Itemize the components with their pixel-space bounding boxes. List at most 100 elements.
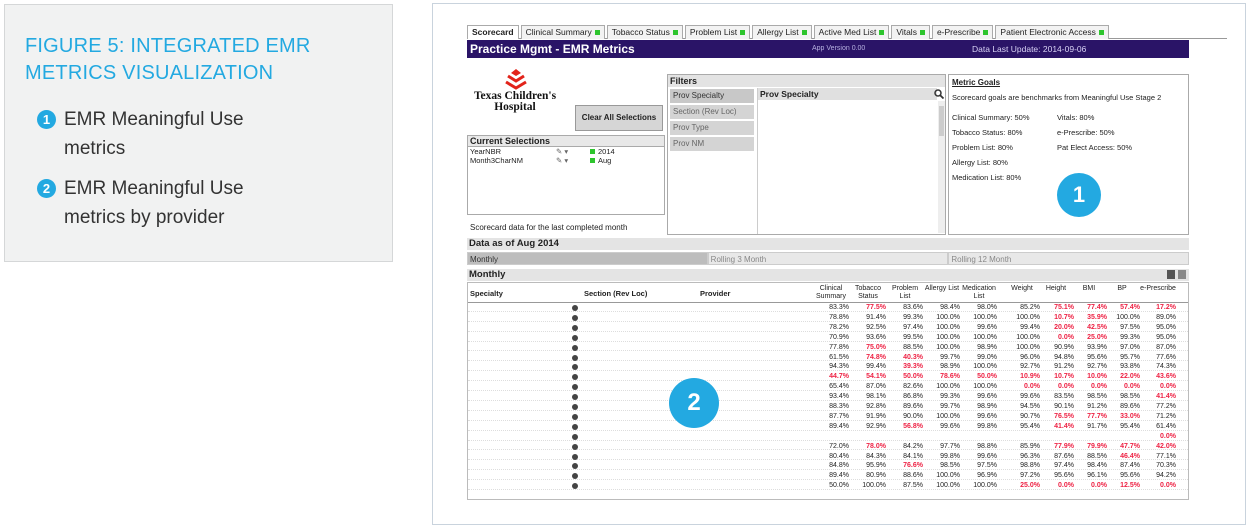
tab-vitals[interactable]: Vitals [891, 25, 930, 39]
period-rolling-3-month[interactable]: Rolling 3 Month [707, 252, 949, 265]
col-metric[interactable]: e-Prescribe [1140, 285, 1176, 292]
tab-bar: Scorecard Clinical Summary Tobacco Status P… [467, 25, 1227, 39]
expand-row-icon[interactable] [572, 305, 578, 311]
status-dot-icon [983, 30, 989, 35]
number-badge-icon: 2 [37, 179, 56, 198]
table-row[interactable]: 94.3% 99.4% 39.3% 98.9% 100.0% 92.7% 91.2% 92.7… [468, 363, 1188, 372]
edit-selection-icon[interactable]: ✎ ▾ [556, 147, 569, 156]
logo-line-1: Texas Children's [473, 90, 557, 102]
table-cell: 10.7% [1054, 373, 1074, 381]
table-row[interactable]: 87.7% 91.9% 90.0% 100.0% 99.6% 90.7% 76.5% 77.7… [468, 413, 1188, 421]
filter-prov-specialty[interactable]: Prov Specialty [670, 89, 754, 103]
table-row[interactable]: 0.0% [468, 433, 1188, 441]
col-metric[interactable]: Weight [1011, 285, 1033, 292]
prov-specialty-listbox[interactable]: Prov Specialty [757, 88, 937, 234]
expand-row-icon[interactable] [572, 443, 578, 450]
table-row[interactable]: 65.4% 87.0% 82.6% 100.0% 100.0% 0.0% 0.0% 0.0% 0… [468, 383, 1188, 392]
expand-row-icon[interactable] [572, 394, 578, 401]
expand-row-icon[interactable] [572, 354, 578, 361]
expand-row-icon[interactable] [572, 423, 578, 430]
col-specialty[interactable]: Specialty [470, 289, 503, 298]
table-row[interactable]: 72.0% 78.0% 84.2% 97.7% 98.8% 85.9% 77.9% 79.9%… [468, 443, 1188, 451]
table-row[interactable]: 61.5% 74.8% 40.3% 99.7% 99.0% 96.0% 94.8% 95.6%… [468, 354, 1188, 362]
expand-row-icon[interactable] [572, 324, 578, 331]
filter-prov-type[interactable]: Prov Type [670, 121, 754, 135]
table-cell: 95.0% [1156, 333, 1176, 341]
expand-row-icon[interactable] [572, 374, 578, 381]
table-row[interactable]: 89.4% 80.9% 88.6% 100.0% 96.9% 97.2% 95.6% 96.1… [468, 472, 1188, 481]
col-metric[interactable]: BMI [1082, 285, 1096, 292]
expand-row-icon[interactable] [572, 384, 578, 391]
period-rolling-12-month[interactable]: Rolling 12 Month [948, 252, 1190, 265]
clear-all-selections-button[interactable]: Clear All Selections [575, 105, 663, 131]
expand-row-icon[interactable] [572, 453, 578, 460]
tab-label: e-Prescribe [936, 27, 981, 37]
table-row[interactable]: 78.2% 92.5% 97.4% 100.0% 99.6% 99.4% 20.0% 42.5… [468, 324, 1188, 332]
table-cell: 41.4% [1156, 393, 1176, 401]
table-cell: 98.5% [940, 462, 960, 470]
table-cell: 92.7% [1020, 363, 1040, 371]
table-cell: 25.0% [1087, 333, 1107, 341]
expand-row-icon[interactable] [572, 314, 578, 321]
expand-row-icon[interactable] [572, 433, 578, 440]
expand-row-icon[interactable] [572, 344, 578, 351]
goal-item: Problem List: 80% [952, 143, 1013, 152]
col-section[interactable]: Section (Rev Loc) [584, 289, 648, 298]
col-metric[interactable]: Problem List [891, 285, 919, 300]
expand-row-icon[interactable] [572, 334, 578, 341]
expand-row-icon[interactable] [572, 364, 578, 371]
col-metric[interactable]: Height [1045, 285, 1067, 292]
tab-allergy-list[interactable]: Allergy List [752, 25, 812, 39]
tab-active-med-list[interactable]: Active Med List [813, 25, 890, 39]
table-row[interactable]: 89.4% 92.9% 56.8% 99.6% 99.8% 95.4% 41.4% 91.7%… [468, 423, 1188, 431]
expand-row-icon[interactable] [572, 413, 578, 420]
table-row[interactable]: 83.3% 77.5% 83.6% 98.4% 98.0% 85.2% 75.1% 77.4%… [468, 304, 1188, 312]
table-row[interactable]: 70.9% 93.6% 99.5% 100.0% 100.0% 100.0% 0.0% 25.… [468, 334, 1188, 342]
table-cell: 77.4% [1087, 304, 1107, 311]
col-metric[interactable]: Clinical Summary [816, 285, 846, 300]
table-row[interactable]: 84.8% 95.9% 76.6% 98.5% 97.5% 98.8% 97.4% 98.4%… [468, 462, 1188, 471]
tab-e-prescribe[interactable]: e-Prescribe [931, 25, 994, 39]
table-cell: 75.1% [1054, 304, 1074, 311]
period-selector: Monthly Rolling 3 Month Rolling 12 Month [467, 252, 1190, 265]
table-cell: 100.0% [1016, 313, 1040, 321]
table-row[interactable]: 93.4% 98.1% 86.8% 99.3% 99.6% 99.6% 83.5% 98.5%… [468, 393, 1188, 401]
col-metric[interactable]: Allergy List [924, 285, 960, 292]
col-metric[interactable]: BP [1117, 285, 1127, 292]
table-row[interactable]: 44.7% 54.1% 50.0% 78.6% 50.0% 10.9% 10.7% 10.0%… [468, 373, 1188, 382]
edit-selection-icon[interactable]: ✎ ▾ [556, 156, 569, 165]
table-row[interactable]: 88.3% 92.8% 89.6% 99.7% 98.9% 94.5% 90.1% 91.2%… [468, 403, 1188, 411]
table-row[interactable]: 77.8% 75.0% 88.5% 100.0% 98.9% 100.0% 90.9% 93.… [468, 344, 1188, 352]
table-cell: 95.4% [1120, 422, 1140, 430]
expand-row-icon[interactable] [572, 463, 578, 470]
col-metric[interactable]: Tobacco Status [854, 285, 882, 300]
tab-problem-list[interactable]: Problem List [684, 25, 751, 39]
table-cell: 98.5% [1087, 393, 1107, 401]
table-row[interactable]: 78.8% 91.4% 99.3% 100.0% 100.0% 100.0% 10.7% 35… [468, 314, 1188, 322]
col-metric[interactable]: Medication List [962, 285, 996, 300]
scrollbar-thumb[interactable] [939, 106, 944, 136]
tab-tobacco-status[interactable]: Tobacco Status [606, 25, 683, 39]
tab-scorecard[interactable]: Scorecard [467, 25, 519, 39]
export-icon[interactable] [1178, 270, 1186, 279]
table-cell: 99.8% [940, 452, 960, 460]
search-icon[interactable] [934, 89, 944, 99]
table-row[interactable]: 50.0% 100.0% 87.5% 100.0% 100.0% 25.0% 0.0% 0.0… [468, 482, 1188, 491]
table-cell: 98.9% [977, 343, 997, 351]
expand-row-icon[interactable] [572, 483, 578, 490]
table-cell: 90.9% [1054, 343, 1074, 351]
table-cell: 99.6% [940, 422, 960, 430]
selection-value: Aug [598, 156, 612, 165]
filter-section[interactable]: Section (Rev Loc) [670, 105, 754, 119]
table-row[interactable]: 80.4% 84.3% 84.1% 99.8% 99.6% 96.3% 87.6% 88.5%… [468, 453, 1188, 461]
period-monthly[interactable]: Monthly [467, 252, 708, 265]
print-icon[interactable] [1167, 270, 1175, 279]
tab-clinical-summary[interactable]: Clinical Summary [520, 25, 605, 39]
table-cell: 99.4% [1020, 323, 1040, 331]
tab-patient-electronic-access[interactable]: Patient Electronic Access [995, 25, 1109, 39]
filter-prov-name[interactable]: Prov NM [670, 137, 754, 151]
expand-row-icon[interactable] [572, 473, 578, 480]
col-provider[interactable]: Provider [700, 289, 731, 298]
listbox-scrollbar[interactable] [938, 101, 945, 233]
expand-row-icon[interactable] [572, 404, 578, 410]
